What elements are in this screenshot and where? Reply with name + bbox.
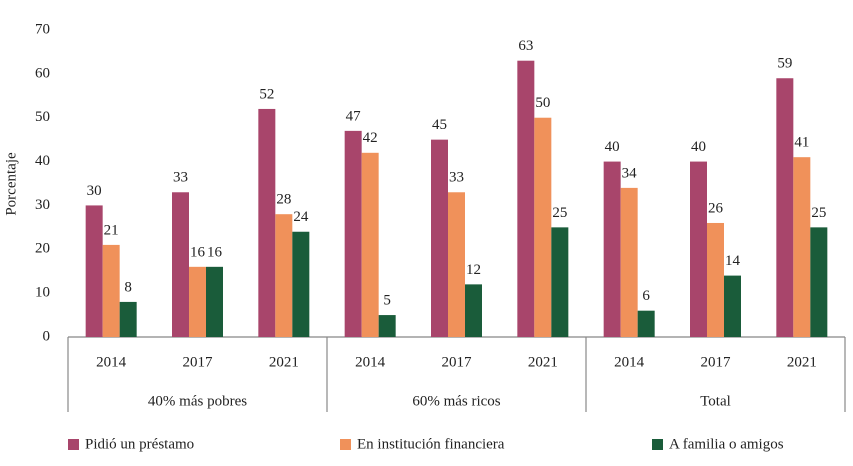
value-label: 33	[449, 170, 464, 186]
legend-label: A familia o amigos	[669, 436, 784, 452]
value-label: 45	[432, 117, 447, 133]
bar	[189, 266, 206, 337]
value-label: 28	[276, 192, 291, 208]
value-label: 52	[259, 86, 274, 102]
value-label: 16	[207, 244, 223, 260]
bar	[119, 301, 137, 337]
bar	[810, 227, 828, 337]
bar	[724, 275, 741, 337]
value-label: 25	[811, 205, 826, 221]
bar	[292, 231, 310, 337]
value-label: 59	[777, 56, 792, 72]
value-label: 21	[104, 222, 119, 238]
bar	[620, 187, 638, 337]
bar	[172, 192, 189, 337]
bar	[707, 222, 724, 337]
value-label: 25	[552, 205, 567, 221]
y-tick-label: 60	[35, 65, 50, 81]
value-label: 40	[691, 139, 706, 155]
value-label: 30	[87, 183, 102, 199]
x-tick-label: 2014	[355, 354, 386, 370]
value-label: 42	[363, 130, 378, 146]
y-axis-label: Porcentaje	[3, 152, 19, 216]
value-label: 47	[346, 108, 362, 124]
x-tick-label: 2017	[701, 354, 732, 370]
bar	[448, 192, 465, 337]
bar	[690, 161, 707, 337]
bar	[361, 152, 379, 337]
legend-swatch	[68, 439, 79, 450]
value-label: 41	[794, 135, 809, 151]
value-label: 33	[173, 170, 188, 186]
x-tick-label: 2014	[614, 354, 645, 370]
y-tick-label: 10	[35, 285, 50, 301]
legend-label: En institución financiera	[357, 436, 505, 452]
y-tick-label: 30	[35, 197, 50, 213]
value-label: 16	[190, 244, 206, 260]
legend-swatch	[652, 439, 663, 450]
x-tick-label: 2021	[269, 354, 299, 370]
bar	[431, 139, 448, 337]
bar	[603, 161, 621, 337]
group-label: 60% más ricos	[412, 393, 500, 409]
y-tick-label: 70	[35, 21, 50, 37]
bar	[258, 108, 276, 337]
y-tick-label: 20	[35, 241, 50, 257]
value-label: 50	[535, 95, 550, 111]
value-label: 40	[605, 139, 620, 155]
bar	[534, 117, 552, 337]
group-label: 40% más pobres	[148, 393, 247, 409]
value-label: 14	[725, 253, 741, 269]
bar	[378, 315, 396, 337]
y-tick-label: 40	[35, 153, 50, 169]
x-tick-label: 2014	[96, 354, 127, 370]
bar	[637, 310, 655, 337]
y-tick-label: 50	[35, 109, 50, 125]
value-label: 8	[124, 279, 132, 295]
bar	[776, 78, 794, 337]
x-tick-label: 2017	[442, 354, 473, 370]
value-label: 5	[383, 293, 391, 309]
value-label: 26	[708, 200, 724, 216]
x-tick-label: 2017	[183, 354, 214, 370]
bar	[206, 266, 223, 337]
value-label: 24	[293, 209, 309, 225]
legend-swatch	[340, 439, 351, 450]
bar	[344, 130, 362, 337]
value-label: 12	[466, 262, 481, 278]
bar	[275, 214, 293, 337]
value-label: 34	[622, 165, 638, 181]
x-tick-label: 2021	[787, 354, 817, 370]
bar	[465, 284, 482, 337]
bar	[551, 227, 569, 337]
legend-label: Pidió un préstamo	[85, 436, 194, 452]
value-label: 6	[642, 288, 650, 304]
bar	[793, 157, 811, 337]
group-label: Total	[700, 393, 731, 409]
x-tick-label: 2021	[528, 354, 558, 370]
value-label: 63	[518, 38, 533, 54]
bar	[517, 60, 535, 337]
bar	[85, 205, 103, 337]
y-tick-label: 0	[43, 328, 51, 344]
bar	[102, 244, 120, 337]
